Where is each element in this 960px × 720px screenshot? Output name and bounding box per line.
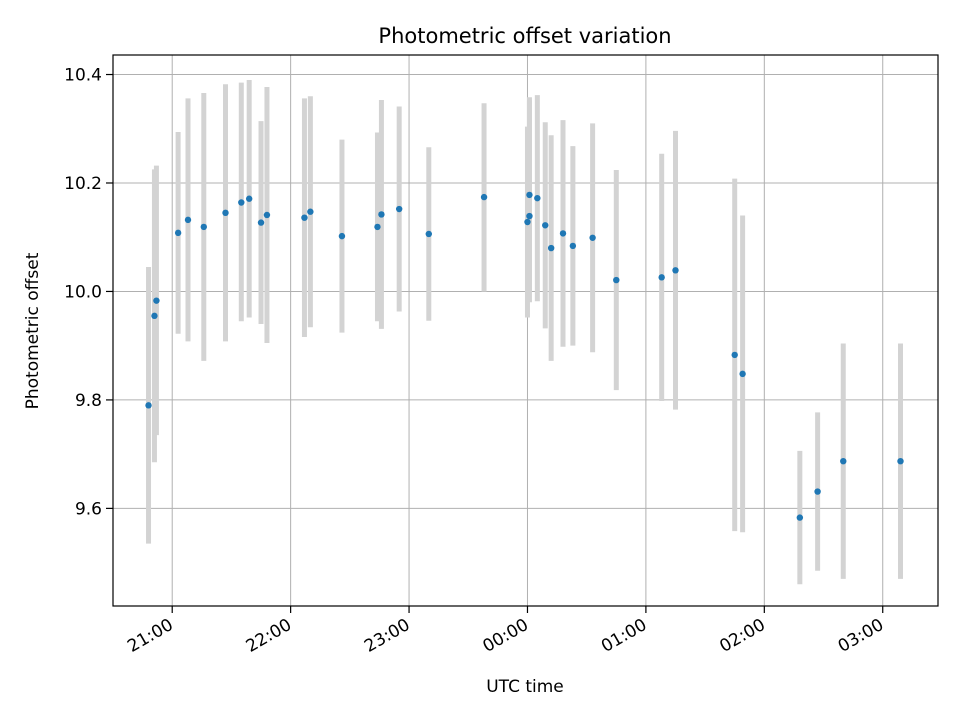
data-point <box>480 193 488 201</box>
data-point <box>589 234 596 241</box>
tick-layer: 21:00 22:00 23:00 00:00 01:00 02:00 03:00 9.6 9.… <box>64 66 887 657</box>
data-point <box>174 229 182 237</box>
data-point <box>395 205 403 213</box>
data-point <box>184 216 192 224</box>
data-point <box>672 267 679 274</box>
data-point <box>307 208 314 215</box>
y-tick-label: 10.2 <box>64 174 102 194</box>
y-tick-label: 9.8 <box>75 391 102 411</box>
data-point <box>425 230 432 238</box>
x-tick-label: 22:00 <box>243 615 295 657</box>
data-point <box>245 195 253 202</box>
data-point <box>739 370 746 378</box>
data-point <box>338 232 346 240</box>
data-point <box>658 274 665 281</box>
data-point <box>526 212 533 220</box>
data-point <box>200 223 207 231</box>
data-point <box>897 457 904 465</box>
data-point <box>559 230 567 237</box>
data-point <box>238 199 245 206</box>
y-axis-label: Photometric offset <box>23 252 43 409</box>
data-point <box>526 191 533 199</box>
data-point <box>257 219 265 226</box>
data-point <box>378 211 385 218</box>
y-tick-label: 10.0 <box>64 282 102 302</box>
data-point <box>613 276 620 284</box>
data-point <box>814 488 821 495</box>
data-point <box>222 209 229 217</box>
data-point <box>524 218 531 226</box>
data-point <box>542 222 549 229</box>
y-tick-label: 10.4 <box>64 66 102 86</box>
data-point <box>153 297 160 304</box>
chart-title: Photometric offset variation <box>378 24 671 48</box>
y-tick-label: 9.6 <box>75 499 102 519</box>
x-axis-label: UTC time <box>486 677 564 697</box>
data-point <box>145 402 152 409</box>
data-point <box>796 514 804 521</box>
data-point <box>374 223 381 231</box>
data-point <box>151 312 158 320</box>
data-point <box>301 214 308 221</box>
x-tick-label: 02:00 <box>716 615 768 657</box>
data-point <box>840 457 847 465</box>
point-layer <box>145 191 904 521</box>
data-point <box>547 244 555 252</box>
x-tick-label: 00:00 <box>480 615 532 657</box>
data-point <box>569 242 577 250</box>
x-tick-label: 21:00 <box>124 615 176 657</box>
data-point <box>731 351 738 359</box>
x-tick-label: 03:00 <box>835 615 887 657</box>
x-tick-label: 01:00 <box>598 615 650 657</box>
data-point <box>534 194 541 202</box>
x-tick-label: 23:00 <box>361 615 413 657</box>
plot-frame <box>112 54 939 607</box>
data-point <box>263 211 271 219</box>
